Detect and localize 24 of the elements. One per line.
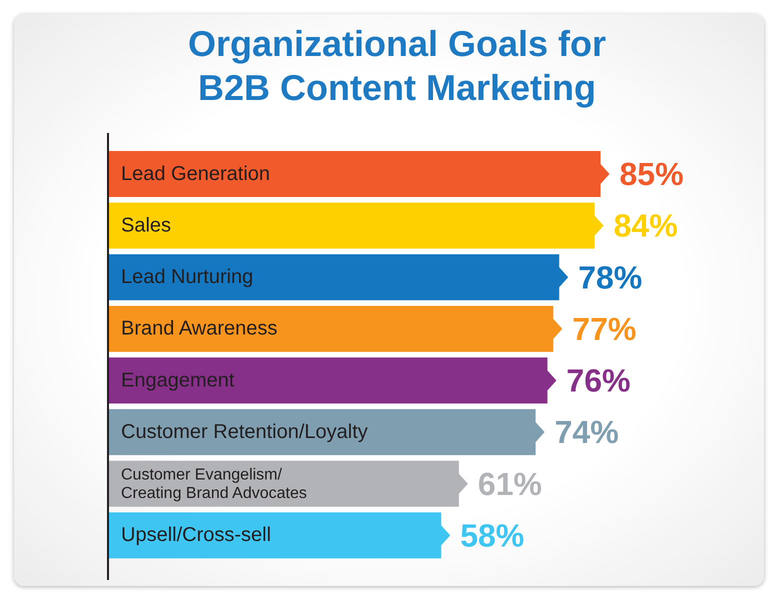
y-tick-label: Customer Evangelism/ Creating Brand Advocates: [121, 466, 307, 502]
data-label: 84%: [614, 208, 678, 244]
data-label: 76%: [566, 362, 630, 398]
bar: [108, 358, 556, 404]
bar: [108, 512, 450, 558]
y-tick-label: Lead Nurturing: [121, 266, 254, 288]
data-label: 77%: [572, 310, 636, 347]
bar: [108, 151, 610, 197]
y-tick-label: Engagement: [121, 369, 235, 392]
y-tick-label: Upsell/Cross-sell: [121, 524, 272, 546]
bar: [108, 254, 568, 300]
y-tick-label: Lead Generation: [121, 162, 270, 185]
bar: [108, 306, 562, 352]
bar: [108, 409, 545, 456]
y-tick-label: Brand Awareness: [121, 318, 278, 340]
data-label: 74%: [554, 414, 619, 450]
chart-title: Organizational Goals for B2B Content Marketing: [186, 22, 608, 110]
y-tick-label: Customer Retention/Loyalty: [121, 420, 368, 443]
bar: [108, 202, 604, 249]
data-label: 61%: [478, 466, 542, 502]
data-label: 85%: [620, 156, 684, 192]
data-label: 78%: [578, 259, 642, 296]
data-label: 58%: [460, 517, 524, 554]
y-tick-label: Sales: [121, 214, 172, 236]
